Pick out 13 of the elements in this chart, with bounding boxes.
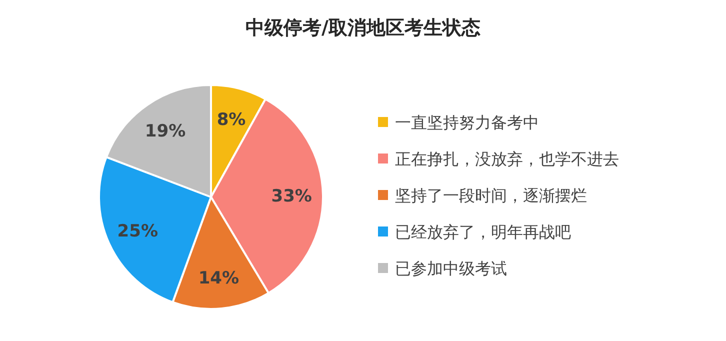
legend-label: 坚持了一段时间，逐渐摆烂 [395,186,587,205]
legend-label: 已参加中级考试 [395,259,507,278]
data-label: 25% [117,222,158,242]
data-label: 33% [271,186,312,207]
legend-label: 已经放弃了，明年再战吧 [395,222,571,242]
legend-label: 正在挣扎，没放弃，也学不进去 [395,150,619,168]
data-label: 19% [144,122,186,142]
legend-label: 一直坚持努力备考中 [395,113,539,132]
chart-title: 中级停考/取消地区考生状态 [246,17,480,39]
data-label: 8% [216,110,246,130]
data-label: 14% [198,268,240,288]
pie-slice [172,196,270,310]
pie-slice [105,84,212,198]
